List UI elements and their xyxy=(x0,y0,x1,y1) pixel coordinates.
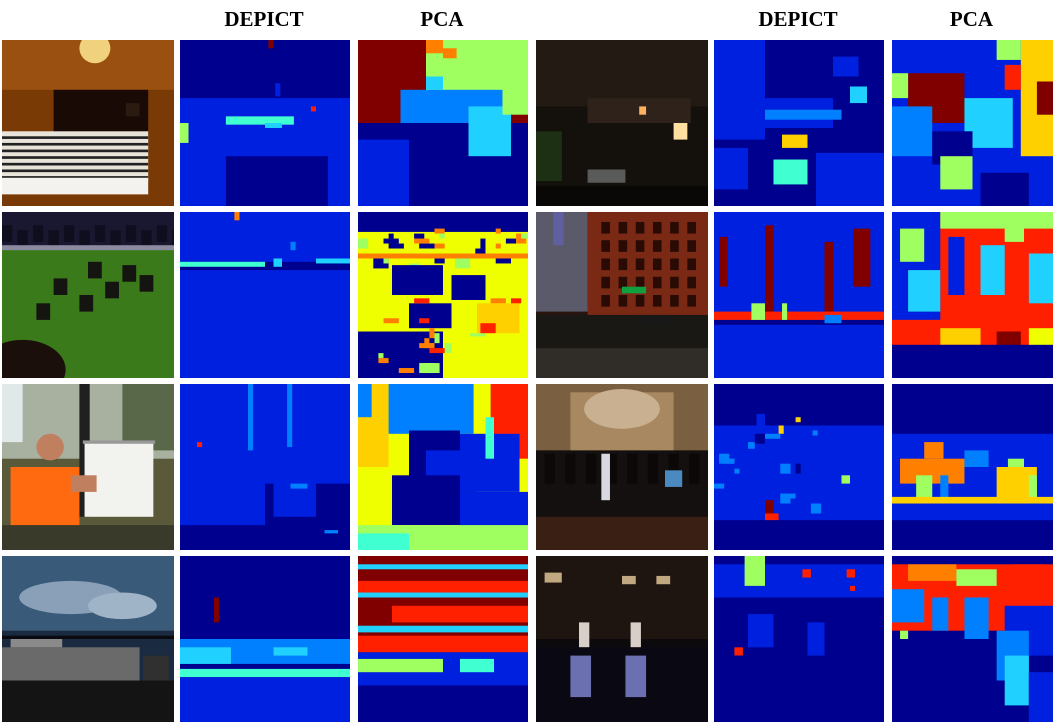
depict-hotel-room xyxy=(714,40,884,206)
pca-house-sky xyxy=(358,556,528,722)
depict-street-building xyxy=(714,212,884,378)
pca-cemetery xyxy=(358,212,528,378)
pca-bedroom xyxy=(358,40,528,206)
photo-painter-graphic xyxy=(2,384,174,550)
photo-church-hall-graphic xyxy=(536,384,708,550)
pca-hotel-room-graphic xyxy=(892,40,1053,206)
photo-street-building xyxy=(536,212,708,378)
depict-cemetery-graphic xyxy=(180,212,350,378)
photo-bedroom-graphic xyxy=(2,40,174,206)
depict-bedroom xyxy=(180,40,350,206)
column-header-depict-left: DEPICT xyxy=(224,7,304,31)
photo-house-sky-graphic xyxy=(2,556,174,722)
depict-cemetery xyxy=(180,212,350,378)
photo-church-hall xyxy=(536,384,708,550)
pca-hotel-room xyxy=(892,40,1053,206)
depict-painter-graphic xyxy=(180,384,350,550)
column-header-pca-right: PCA xyxy=(949,7,994,31)
photo-house-sky xyxy=(2,556,174,722)
depict-ballroom xyxy=(714,556,884,722)
depict-bedroom-graphic xyxy=(180,40,350,206)
pca-painter-graphic xyxy=(358,384,528,550)
photo-painter xyxy=(2,384,174,550)
pca-bedroom-graphic xyxy=(358,40,528,206)
pca-street-building-graphic xyxy=(892,212,1053,378)
depict-street-building-graphic xyxy=(714,212,884,378)
pca-church-hall xyxy=(892,384,1053,550)
depict-church-hall xyxy=(714,384,884,550)
depict-house-sky-graphic xyxy=(180,556,350,722)
depict-hotel-room-graphic xyxy=(714,40,884,206)
photo-bedroom xyxy=(2,40,174,206)
column-header-depict-right: DEPICT xyxy=(758,7,838,31)
photo-hotel-room-graphic xyxy=(536,40,708,206)
photo-street-building-graphic xyxy=(536,212,708,378)
pca-ballroom xyxy=(892,556,1053,722)
depict-church-hall-graphic xyxy=(714,384,884,550)
depict-painter xyxy=(180,384,350,550)
pca-painter xyxy=(358,384,528,550)
pca-cemetery-graphic xyxy=(358,212,528,378)
photo-ballroom-graphic xyxy=(536,556,708,722)
pca-street-building xyxy=(892,212,1053,378)
photo-cemetery xyxy=(2,212,174,378)
depict-house-sky xyxy=(180,556,350,722)
pca-house-sky-graphic xyxy=(358,556,528,722)
photo-hotel-room xyxy=(536,40,708,206)
column-header-pca-left: PCA xyxy=(420,7,464,31)
photo-cemetery-graphic xyxy=(2,212,174,378)
pca-ballroom-graphic xyxy=(892,556,1053,722)
pca-church-hall-graphic xyxy=(892,384,1053,550)
depict-ballroom-graphic xyxy=(714,556,884,722)
photo-ballroom xyxy=(536,556,708,722)
